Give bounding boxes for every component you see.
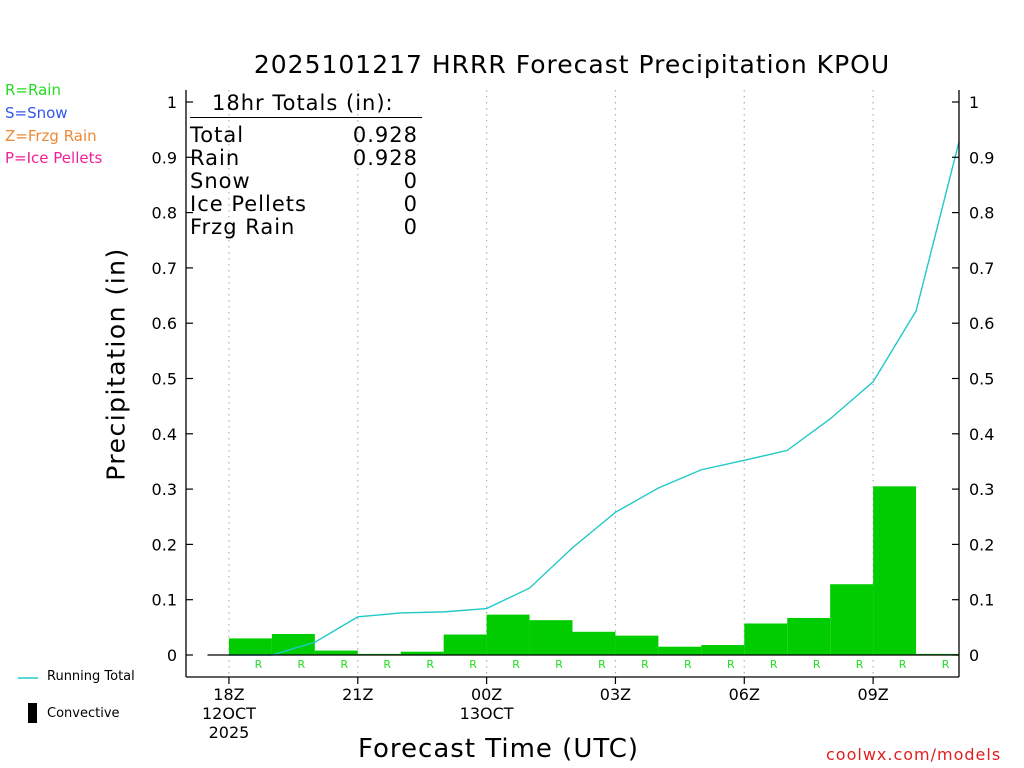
y-tick-label-right: 0.1 xyxy=(969,591,994,610)
y-tick-label-left: 0.1 xyxy=(152,591,177,610)
y-tick-label-left: 0 xyxy=(167,646,177,665)
y-tick-label-right: 0 xyxy=(969,646,979,665)
precip-type-label: R xyxy=(426,658,434,671)
precip-type-label: R xyxy=(469,658,477,671)
totals-label: Total xyxy=(190,123,245,147)
precip-bar xyxy=(572,631,616,655)
precip-bar xyxy=(830,584,874,655)
precip-bar xyxy=(271,633,315,655)
y-tick-label-right: 0.4 xyxy=(969,425,994,444)
x-tick-label: 03Z xyxy=(600,685,631,704)
y-tick-label-right: 0.2 xyxy=(969,535,994,554)
y-tick-label-left: 1 xyxy=(167,93,177,112)
x-tick-label: 2025 xyxy=(209,723,250,742)
totals-value: 0.928 xyxy=(352,123,418,147)
y-tick-label-right: 1 xyxy=(969,93,979,112)
axis-layer xyxy=(185,90,960,684)
running-total-legend-label: Running Total xyxy=(47,669,135,684)
y-tick-label-left: 0.5 xyxy=(152,370,177,389)
convective-legend-label: Convective xyxy=(47,706,120,721)
precip-type-label: R xyxy=(641,658,649,671)
precip-type-label: R xyxy=(598,658,606,671)
y-tick-label-left: 0.3 xyxy=(152,480,177,499)
x-tick-label: 06Z xyxy=(729,685,760,704)
precip-type-label: R xyxy=(727,658,735,671)
precip-type-label: R xyxy=(555,658,563,671)
x-axis-label: Forecast Time (UTC) xyxy=(358,734,640,764)
bar-layer xyxy=(228,486,959,655)
precip-type-label: R xyxy=(770,658,778,671)
source-watermark: coolwx.com/models xyxy=(826,745,1002,764)
precip-bar xyxy=(400,651,444,655)
precip-bar xyxy=(314,650,358,655)
totals-label: Snow xyxy=(190,169,251,193)
precip-bar xyxy=(744,623,788,655)
legend-snow-key: S=Snow xyxy=(5,104,68,122)
y-tick-label-left: 0.6 xyxy=(152,314,177,333)
legend-ice-pellets-key: P=Ice Pellets xyxy=(5,149,103,167)
precip-type-label: R xyxy=(255,658,263,671)
y-tick-label-right: 0.7 xyxy=(969,259,994,278)
precip-bar xyxy=(529,620,573,655)
precip-bar xyxy=(228,638,272,655)
totals-heading: 18hr Totals (in): xyxy=(212,91,394,115)
precip-type-label: R xyxy=(899,658,907,671)
x-tick-label: 12OCT xyxy=(202,704,256,723)
precip-bar xyxy=(658,646,702,655)
y-tick-label-left: 0.9 xyxy=(152,148,177,167)
x-tick-label: 00Z xyxy=(471,685,502,704)
totals-value: 0.928 xyxy=(352,146,418,170)
y-tick-label-left: 0.4 xyxy=(152,425,177,444)
precip-type-label: R xyxy=(340,658,348,671)
convective-swatch xyxy=(28,703,37,723)
y-tick-label-right: 0.9 xyxy=(969,148,994,167)
y-tick-label-right: 0.8 xyxy=(969,204,994,223)
y-tick-label-left: 0.2 xyxy=(152,535,177,554)
precip-type-label: R xyxy=(298,658,306,671)
precip-bar xyxy=(615,635,659,655)
precip-bar xyxy=(873,486,917,655)
line-layer xyxy=(228,141,960,656)
x-tick-label: 21Z xyxy=(342,685,373,704)
precip-type-label: R xyxy=(942,658,950,671)
precip-type-label: R xyxy=(684,658,692,671)
precip-bar xyxy=(486,614,530,655)
precip-type-label: R xyxy=(856,658,864,671)
y-tick-label-right: 0.5 xyxy=(969,370,994,389)
running-total-swatch xyxy=(18,677,38,679)
totals-label: Ice Pellets xyxy=(190,192,307,216)
totals-value: 0 xyxy=(403,215,418,239)
y-tick-label-left: 0.8 xyxy=(152,204,177,223)
totals-value: 0 xyxy=(403,192,418,216)
legend-frzg-rain-key: Z=Frzg Rain xyxy=(5,127,97,145)
y-tick-label-right: 0.3 xyxy=(969,480,994,499)
totals-label: Frzg Rain xyxy=(190,215,296,239)
x-tick-label: 13OCT xyxy=(460,704,514,723)
x-tick-label: 09Z xyxy=(857,685,888,704)
precip-bar xyxy=(787,617,831,655)
precip-type-label: R xyxy=(383,658,391,671)
y-tick-label-left: 0.7 xyxy=(152,259,177,278)
legend-rain-key: R=Rain xyxy=(5,81,61,99)
precip-type-label: R xyxy=(813,658,821,671)
precip-bar xyxy=(443,634,487,655)
y-tick-label-right: 0.6 xyxy=(969,314,994,333)
grid-layer xyxy=(228,90,874,677)
chart-title: 2025101217 HRRR Forecast Precipitation K… xyxy=(253,50,891,79)
precip-type-label: R xyxy=(512,658,520,671)
totals-label: Rain xyxy=(190,146,241,170)
precip-bar xyxy=(701,645,745,655)
running-total-line xyxy=(228,141,960,656)
x-tick-label: 18Z xyxy=(213,685,244,704)
label-layer: R R R R R R R R R R R R R R R R R0 00.1 0.10.2 0.20.3 0.30.4… xyxy=(152,93,995,742)
totals-underline xyxy=(190,117,422,118)
totals-value: 0 xyxy=(403,169,418,193)
